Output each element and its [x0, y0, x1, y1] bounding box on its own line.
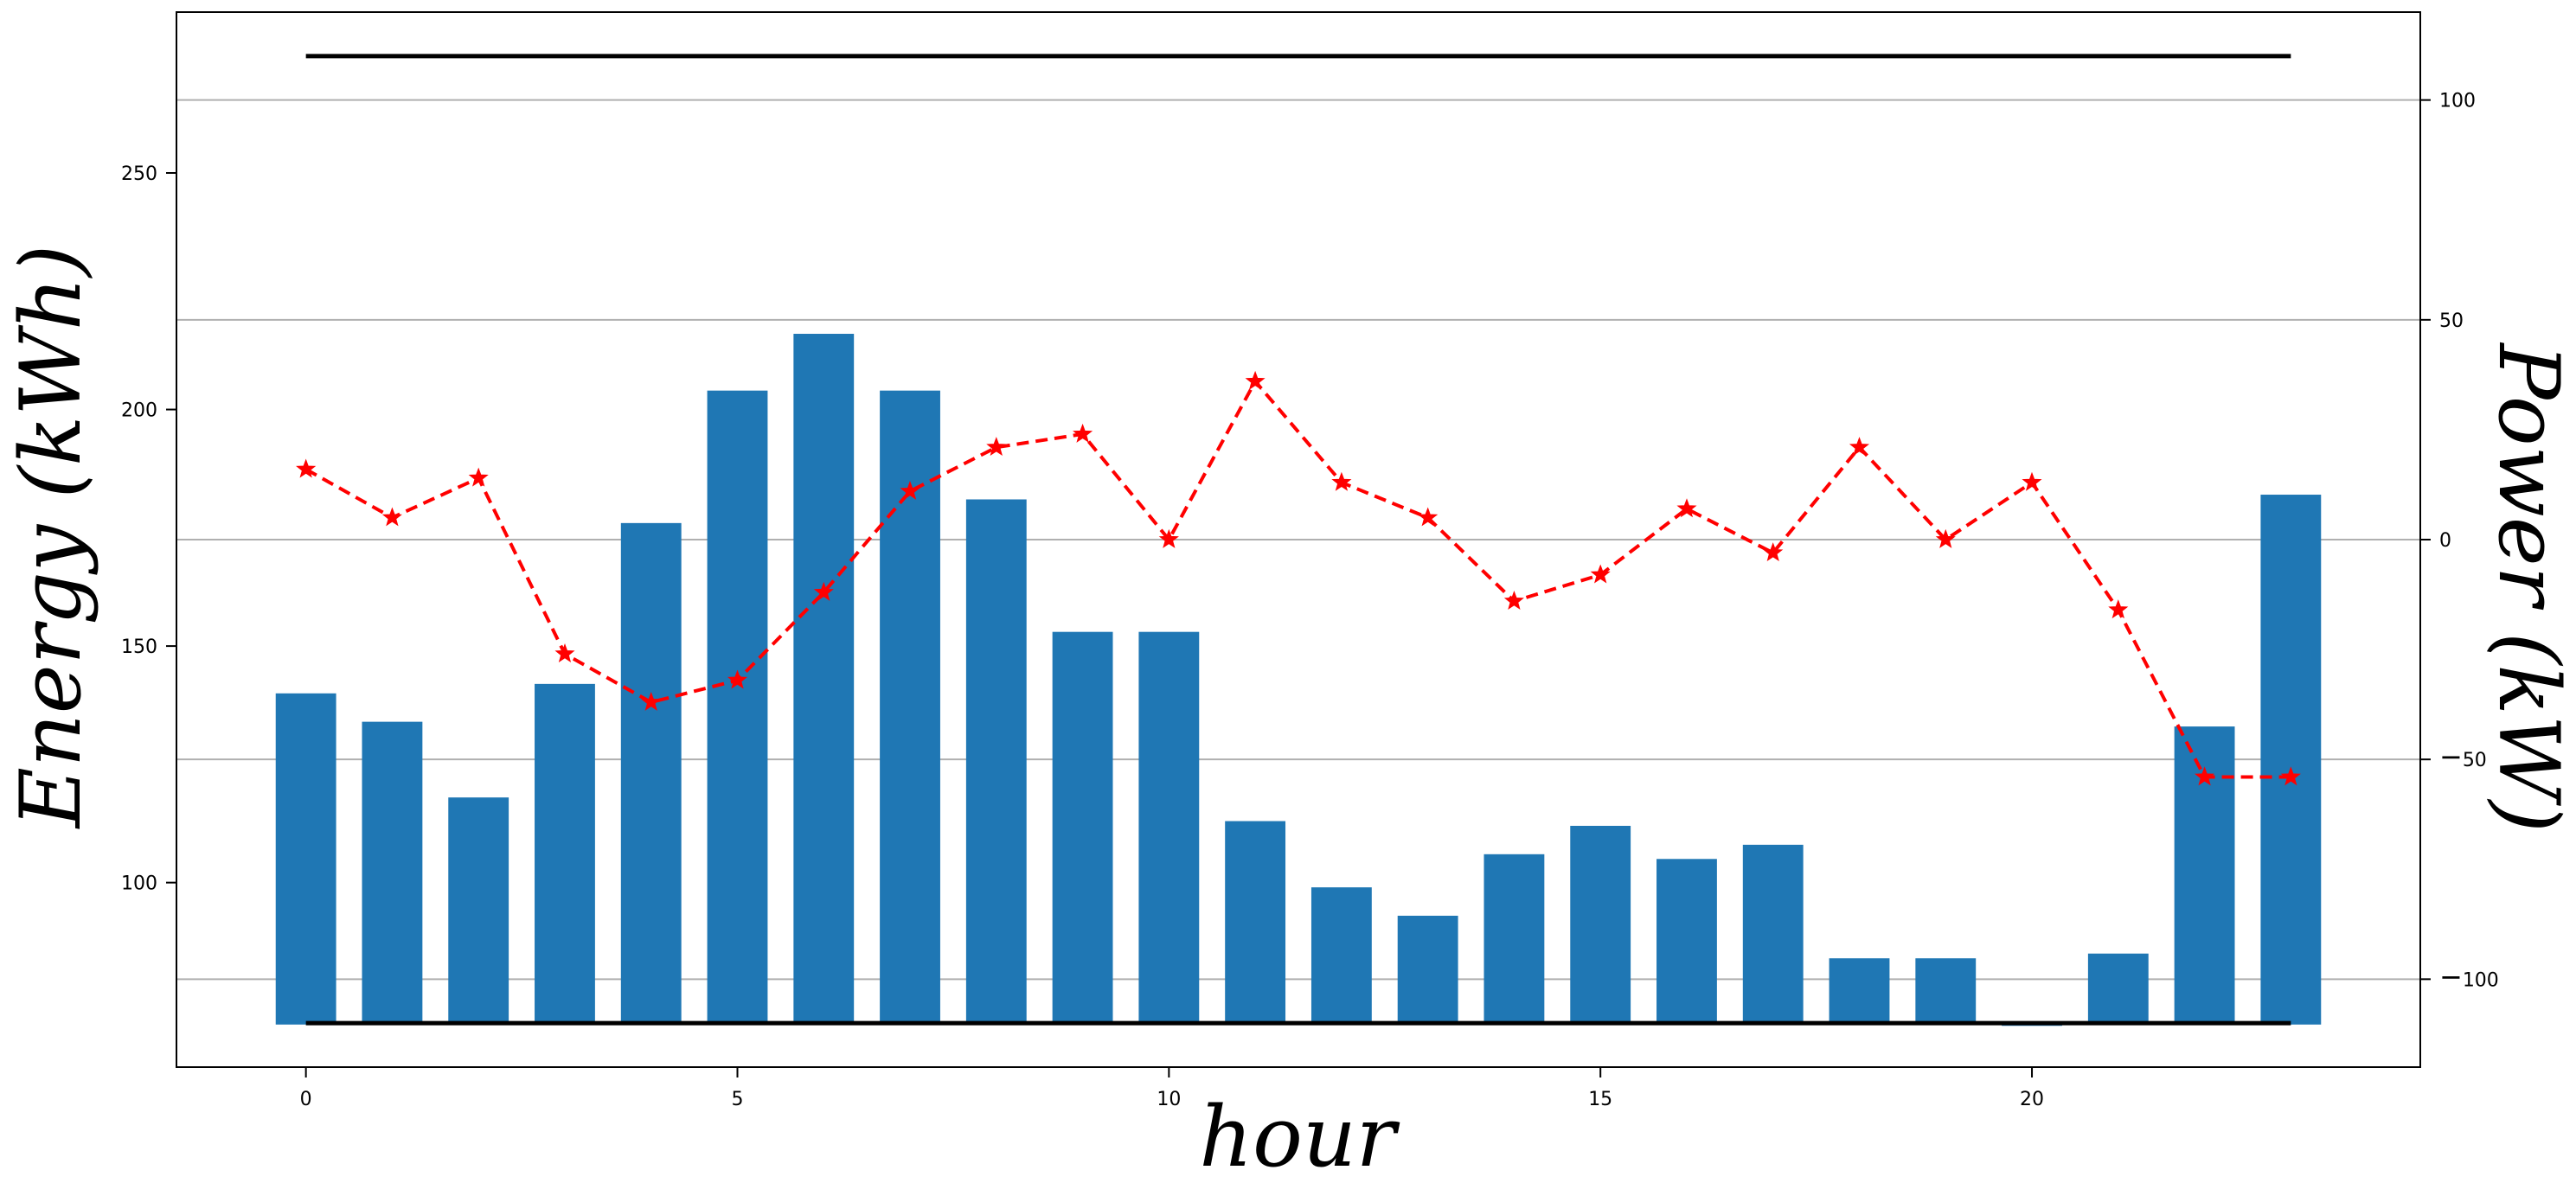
power-point — [381, 507, 402, 527]
y2-tick-label: 100 — [2439, 91, 2476, 112]
x-tick-label: 0 — [300, 1089, 312, 1110]
power-point — [554, 643, 575, 663]
power-point — [900, 480, 920, 500]
y-tick-label: 200 — [121, 400, 157, 422]
power-series — [296, 370, 2301, 786]
power-point — [1763, 542, 1784, 561]
y-tick-label: 100 — [121, 873, 157, 895]
y-tick-label: 150 — [121, 636, 157, 658]
energy-bar — [880, 390, 940, 1025]
energy-bar — [275, 693, 336, 1025]
x-tick-label: 20 — [2020, 1089, 2044, 1110]
power-point — [1158, 528, 1179, 548]
power-point — [2280, 766, 2301, 786]
y2-tick-label: −100 — [2439, 960, 2499, 993]
energy-bar — [362, 721, 423, 1025]
energy-bar — [620, 522, 682, 1025]
grid-lines — [176, 99, 2420, 981]
y-axis-left-ticks: 100 150 200 250 — [121, 163, 176, 895]
energy-bar — [1225, 821, 1286, 1025]
power-point — [1503, 591, 1524, 611]
power-point — [468, 467, 489, 487]
energy-bar — [1483, 854, 1545, 1025]
power-point — [1418, 507, 1439, 527]
y2-tick-label: 0 — [2439, 530, 2451, 552]
energy-bar — [1570, 825, 1631, 1025]
power-point — [986, 437, 1007, 456]
y-tick-label: 250 — [121, 163, 157, 185]
power-point — [1676, 498, 1697, 518]
energy-bar — [965, 499, 1027, 1025]
power-point — [1935, 528, 1956, 548]
power-point — [1073, 423, 1093, 443]
power-point — [1331, 471, 1352, 491]
energy-bar — [793, 334, 855, 1025]
power-point — [641, 691, 662, 711]
y-axis-left-title: Energy (kWh) — [3, 245, 99, 829]
energy-bar — [1052, 631, 1113, 1025]
energy-bar — [1138, 631, 1200, 1025]
reference-lines — [305, 54, 2291, 1026]
y2-tick-value: 50 — [2463, 750, 2487, 771]
power-line — [304, 378, 2291, 779]
power-point — [2195, 766, 2215, 786]
y-axis-right-title: Power (kW) — [2480, 342, 2576, 833]
y2-tick-value: 100 — [2463, 969, 2499, 991]
power-point — [1590, 564, 1611, 584]
energy-bars — [275, 334, 2322, 1026]
energy-bar — [1310, 887, 1372, 1025]
energy-bar — [448, 797, 509, 1025]
energy-bar — [1656, 859, 1717, 1025]
power-point — [727, 669, 748, 689]
energy-bar — [2087, 953, 2149, 1025]
power-point — [2108, 599, 2129, 619]
power-point — [813, 581, 834, 601]
x-tick-label: 5 — [732, 1089, 744, 1110]
energy-bar — [535, 683, 595, 1025]
energy-bar — [1829, 958, 1890, 1025]
energy-bar — [707, 390, 768, 1025]
y2-tick-minus: − — [2439, 740, 2463, 773]
power-point — [1245, 370, 1266, 390]
power-point — [2022, 471, 2042, 491]
x-axis-ticks: 0 5 10 15 20 — [300, 1067, 2044, 1110]
power-point — [1849, 437, 1870, 456]
x-tick-label: 10 — [1157, 1089, 1181, 1110]
x-axis-title: hour — [1199, 1089, 1400, 1183]
energy-bar — [1742, 844, 1804, 1025]
y2-tick-minus: − — [2439, 960, 2463, 993]
power-point — [296, 458, 317, 478]
energy-bar — [1397, 915, 1458, 1025]
energy-bar — [2260, 495, 2322, 1025]
x-tick-label: 15 — [1588, 1089, 1612, 1110]
energy-bar — [1915, 958, 1977, 1025]
y2-tick-label: −50 — [2439, 740, 2487, 773]
y2-tick-label: 50 — [2439, 310, 2464, 332]
